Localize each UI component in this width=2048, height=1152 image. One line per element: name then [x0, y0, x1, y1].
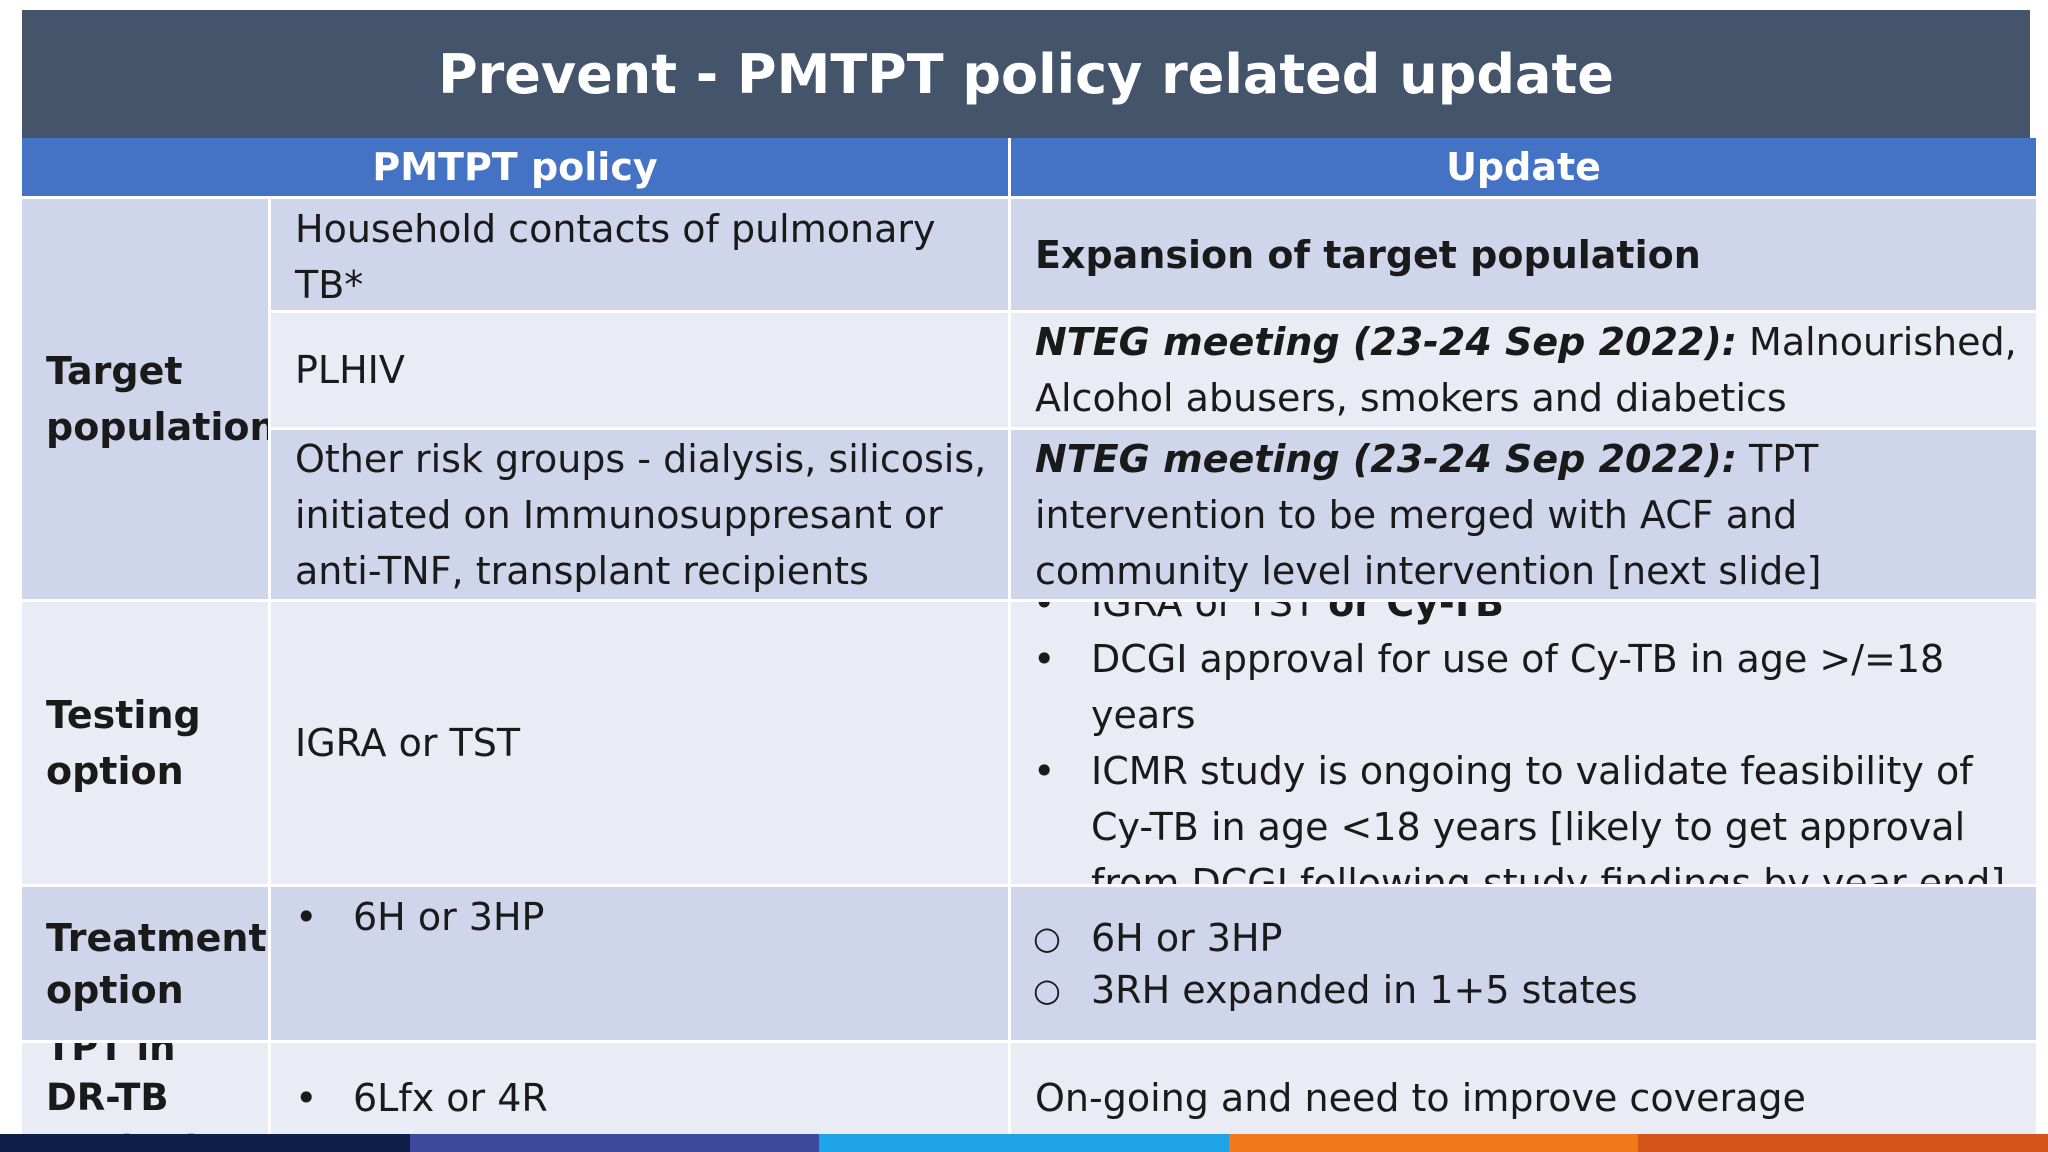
list-item-text: 6H or 3HP	[353, 895, 545, 939]
policy-text: Household contacts of pulmonary TB*	[295, 207, 936, 307]
update-expansion: Expansion of target population	[1011, 199, 2036, 310]
row-label-testing-option: Testing option	[22, 602, 268, 884]
list-item: • ICMR study is ongoing to validate feas…	[1033, 743, 2032, 884]
update-text: Expansion of target population	[1035, 232, 1701, 277]
list-item: • 6H or 3HP	[295, 889, 992, 945]
update-rest-text: Malnourished, Alcohol abusers, smokers a…	[1035, 320, 2017, 420]
list-item-plain: IGRA or TST	[1091, 602, 1329, 625]
policy-other-risk-groups: Other risk groups - dialysis, silicosis,…	[271, 430, 1008, 599]
slide-title: Prevent - PMTPT policy related update	[438, 42, 1614, 106]
list-item-text: 6Lfx or 4R	[353, 1075, 548, 1120]
policy-text: IGRA or TST	[295, 721, 521, 765]
bullet-icon: •	[1033, 637, 1056, 681]
policy-tpt-dr-tb: • 6Lfx or 4R	[271, 1043, 1008, 1152]
update-tpt-dr-tb: On-going and need to improve coverage	[1011, 1043, 2036, 1152]
list-item-bold: or Cy-TB	[1328, 602, 1504, 625]
update-text: NTEG meeting (23-24 Sep 2022): TPT inter…	[1035, 431, 2020, 599]
bullet-icon: •	[1033, 749, 1056, 793]
footer-segment	[1228, 1134, 1639, 1152]
list-item: ○ 3RH expanded in 1+5 states	[1033, 964, 2020, 1016]
policy-plhiv: PLHIV	[271, 313, 1008, 427]
list-item-text: 6H or 3HP	[1091, 915, 1283, 960]
list-item-text: ICMR study is ongoing to validate feasib…	[1091, 749, 2006, 884]
header-update: Update	[1011, 138, 2036, 196]
update-testing-list: • IGRA or TST or Cy-TB • DCGI approval f…	[1011, 602, 2036, 884]
update-bold-text: NTEG meeting (23-24 Sep 2022):	[1035, 320, 1737, 364]
bullet-icon: •	[295, 1075, 318, 1120]
header-policy: PMTPT policy	[22, 138, 1008, 196]
footer-segment	[819, 1134, 1229, 1152]
list-item-text: IGRA or TST or Cy-TB	[1091, 602, 1504, 631]
policy-igra-tst: IGRA or TST	[271, 602, 1008, 884]
update-text: On-going and need to improve coverage	[1035, 1075, 1806, 1120]
update-treatment-list: ○ 6H or 3HP ○ 3RH expanded in 1+5 states	[1011, 887, 2036, 1040]
footer-segment	[1638, 1134, 2048, 1152]
list-item-text: DCGI approval for use of Cy-TB in age >/…	[1091, 637, 1945, 737]
list-item-text: 3RH expanded in 1+5 states	[1091, 967, 1638, 1012]
list-item: ○ 6H or 3HP	[1033, 912, 2020, 964]
footer-color-bar	[0, 1134, 2048, 1152]
row-label-text: Target population	[46, 349, 268, 449]
update-nteg-malnourished: NTEG meeting (23-24 Sep 2022): Malnouris…	[1011, 313, 2036, 427]
update-nteg-tpt-intervention: NTEG meeting (23-24 Sep 2022): TPT inter…	[1011, 430, 2036, 599]
update-rest-text: TPT intervention to be merged with ACF a…	[1035, 436, 1822, 593]
bullet-icon: •	[1033, 602, 1056, 625]
bullet-icon: •	[295, 895, 318, 939]
update-text: NTEG meeting (23-24 Sep 2022): Malnouris…	[1035, 314, 2020, 426]
row-label-target-population: Target population	[22, 199, 268, 599]
row-label-treatment-option: Treatment option	[22, 887, 268, 1040]
footer-segment	[0, 1134, 410, 1152]
policy-household-contacts: Household contacts of pulmonary TB*	[271, 199, 1008, 310]
hollow-bullet-icon: ○	[1033, 918, 1061, 957]
footer-segment	[409, 1134, 820, 1152]
row-label-text: Treatment option	[46, 915, 267, 1012]
policy-table: PMTPT policy Update Target population Ho…	[22, 138, 2036, 1152]
list-item: • DCGI approval for use of Cy-TB in age …	[1033, 631, 2032, 743]
policy-text: PLHIV	[295, 348, 405, 392]
row-label-text: Testing option	[46, 693, 201, 793]
slide-title-bar: Prevent - PMTPT policy related update	[22, 10, 2030, 138]
policy-treatment: • 6H or 3HP	[271, 887, 1008, 1040]
list-item: • 6Lfx or 4R	[295, 1070, 992, 1126]
hollow-bullet-icon: ○	[1033, 970, 1061, 1009]
policy-text: Other risk groups - dialysis, silicosis,…	[295, 436, 987, 593]
update-bold-text: NTEG meeting (23-24 Sep 2022):	[1035, 436, 1737, 481]
list-item: • IGRA or TST or Cy-TB	[1033, 602, 2032, 631]
